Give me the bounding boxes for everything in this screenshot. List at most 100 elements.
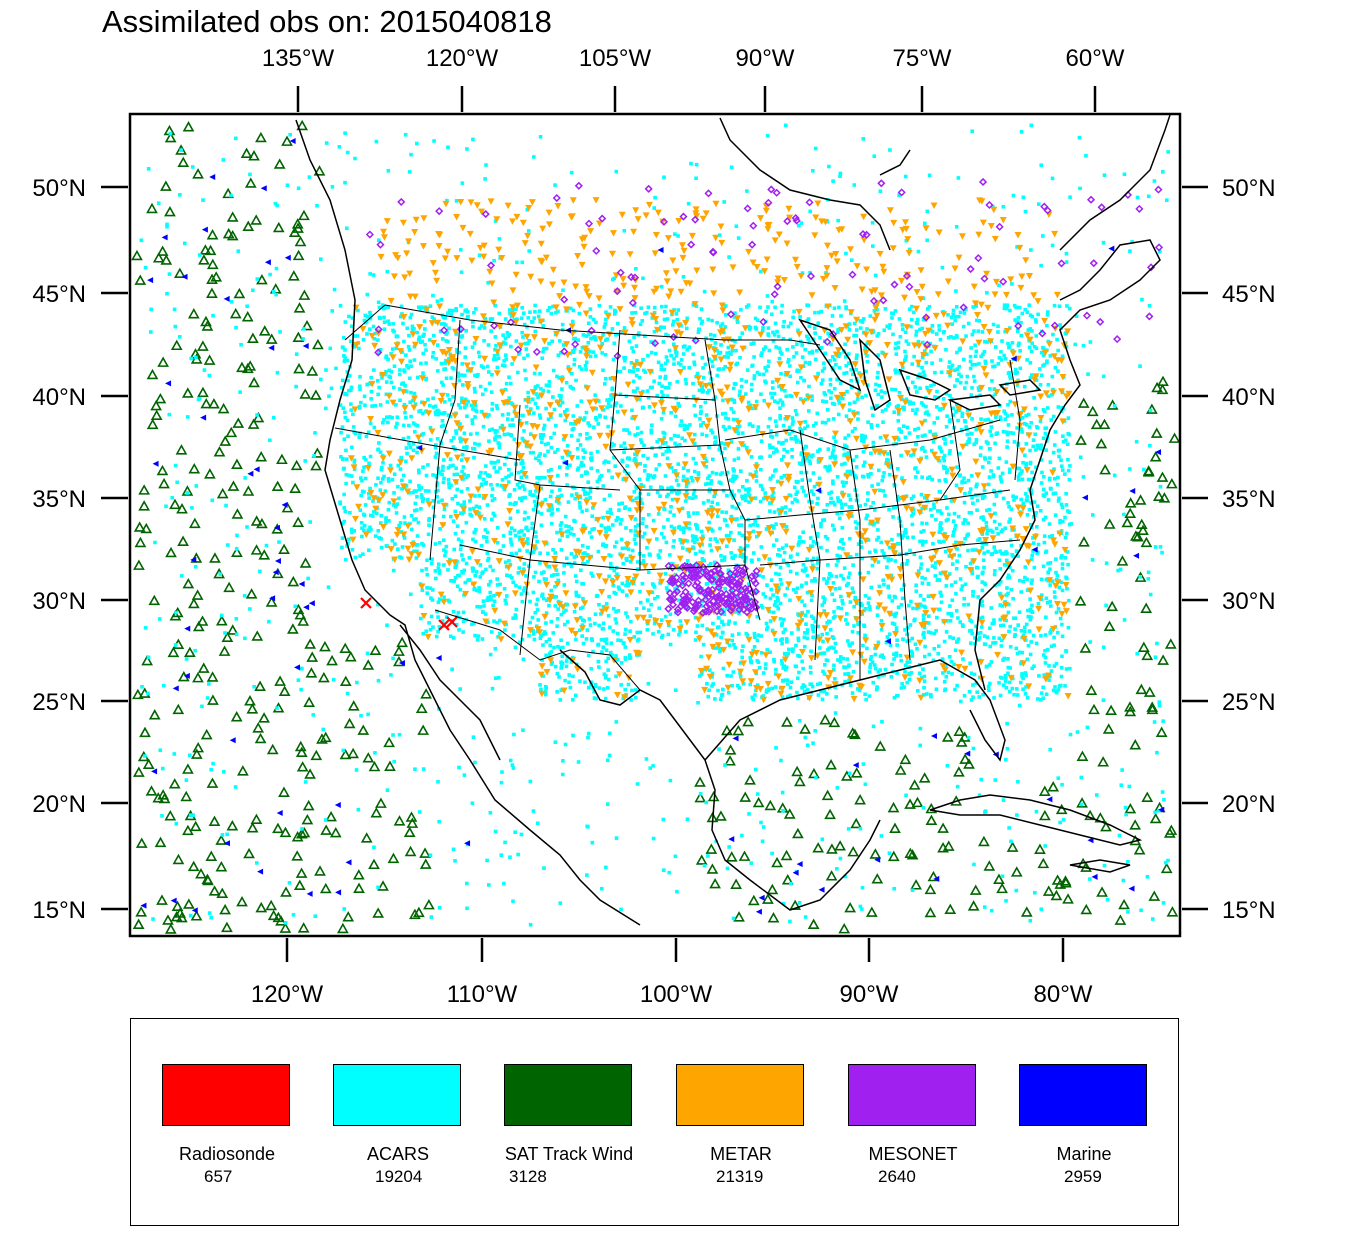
acars-marker xyxy=(871,680,876,685)
sat-track-wind-marker xyxy=(329,826,342,838)
acars-marker xyxy=(875,605,880,610)
acars-marker xyxy=(926,621,931,625)
sat-track-wind-marker xyxy=(1037,857,1050,869)
acars-marker xyxy=(442,322,446,326)
acars-marker xyxy=(551,547,555,552)
acars-marker xyxy=(980,545,985,550)
acars-marker xyxy=(992,636,996,640)
acars-marker xyxy=(471,537,475,542)
acars-marker xyxy=(797,535,802,540)
acars-marker xyxy=(568,463,572,468)
acars-marker xyxy=(1023,692,1028,696)
sat-track-wind-marker xyxy=(295,746,308,757)
acars-marker xyxy=(1008,374,1012,379)
acars-marker xyxy=(925,385,929,390)
acars-marker xyxy=(1053,513,1058,517)
acars-marker xyxy=(816,556,820,561)
acars-marker xyxy=(368,421,373,426)
acars-marker xyxy=(924,360,929,365)
acars-marker xyxy=(560,645,565,650)
acars-marker xyxy=(405,451,409,456)
acars-marker xyxy=(672,357,676,361)
acars-marker xyxy=(748,523,752,528)
sat-track-wind-marker xyxy=(834,840,846,851)
acars-marker xyxy=(952,336,956,340)
acars-marker xyxy=(752,355,756,359)
acars-marker xyxy=(461,610,466,615)
acars-marker xyxy=(538,433,543,437)
acars-marker xyxy=(860,433,864,438)
acars-marker xyxy=(971,695,975,699)
acars-marker xyxy=(1057,585,1062,590)
acars-marker xyxy=(604,641,609,645)
sat-track-wind-marker xyxy=(996,882,1008,894)
acars-marker xyxy=(737,523,741,528)
acars-marker xyxy=(840,480,845,484)
acars-marker xyxy=(903,663,908,668)
acars-marker xyxy=(506,412,511,416)
acars-marker xyxy=(641,357,645,362)
acars-marker xyxy=(577,628,582,633)
acars-marker xyxy=(1008,538,1013,542)
acars-marker xyxy=(625,558,629,563)
acars-marker xyxy=(574,492,579,496)
acars-marker xyxy=(968,359,973,364)
acars-marker xyxy=(753,572,758,577)
acars-marker xyxy=(543,453,547,458)
acars-marker xyxy=(367,496,371,500)
acars-marker xyxy=(973,343,977,348)
acars-marker xyxy=(542,630,547,634)
acars-marker xyxy=(577,311,582,316)
acars-marker xyxy=(398,398,402,403)
sat-track-wind-marker xyxy=(819,714,832,725)
acars-marker xyxy=(799,462,803,466)
acars-marker xyxy=(1030,341,1035,346)
acars-marker xyxy=(669,437,673,441)
acars-marker xyxy=(510,402,515,406)
acars-marker xyxy=(512,409,517,414)
acars-marker xyxy=(931,541,935,546)
acars-marker xyxy=(944,347,948,352)
acars-marker xyxy=(440,337,445,341)
acars-marker xyxy=(962,311,967,315)
acars-marker xyxy=(577,500,582,505)
sat-track-wind-marker xyxy=(177,156,190,168)
acars-marker xyxy=(974,349,979,354)
acars-marker xyxy=(896,369,900,373)
acars-marker xyxy=(461,557,465,562)
acars-marker xyxy=(544,383,549,388)
acars-marker xyxy=(580,634,584,638)
acars-marker xyxy=(761,671,766,675)
acars-marker xyxy=(536,395,540,399)
acars-marker xyxy=(776,585,781,590)
acars-marker xyxy=(528,310,532,315)
acars-marker xyxy=(1001,623,1006,628)
acars-marker xyxy=(646,512,651,517)
acars-marker xyxy=(586,545,590,550)
acars-marker xyxy=(840,396,845,401)
acars-marker xyxy=(605,510,610,515)
acars-marker xyxy=(645,389,650,393)
acars-marker xyxy=(875,308,879,312)
acars-marker xyxy=(808,682,813,686)
acars-marker xyxy=(1018,680,1023,685)
acars-marker xyxy=(827,389,831,393)
acars-marker xyxy=(745,544,750,548)
acars-marker xyxy=(728,350,732,355)
acars-marker xyxy=(868,521,872,526)
acars-marker xyxy=(579,568,583,573)
acars-marker xyxy=(726,568,731,573)
sat-track-wind-marker xyxy=(295,828,308,839)
acars-marker xyxy=(721,424,726,429)
acars-marker xyxy=(608,625,612,630)
acars-marker xyxy=(723,304,728,308)
acars-marker xyxy=(951,312,956,317)
sat-track-wind-marker xyxy=(198,254,210,265)
acars-marker xyxy=(585,432,589,436)
acars-marker xyxy=(826,447,831,451)
acars-marker xyxy=(1066,468,1071,473)
acars-marker xyxy=(718,648,723,652)
acars-marker xyxy=(1052,443,1057,447)
acars-marker xyxy=(591,649,595,654)
acars-marker xyxy=(438,527,442,531)
